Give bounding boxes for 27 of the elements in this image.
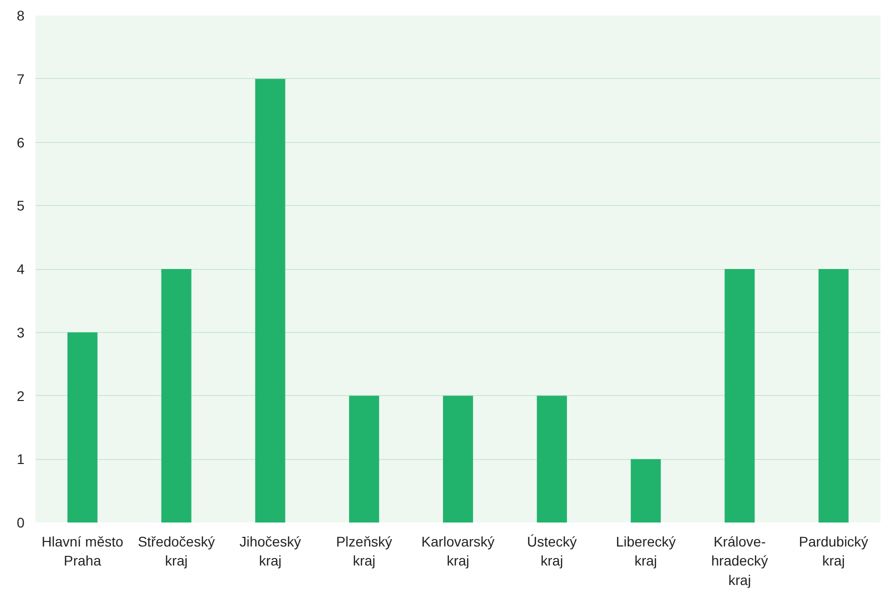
y-tick-label: 5 xyxy=(16,198,25,214)
x-tick-label: Jihočeský kraj xyxy=(239,534,301,569)
y-tick-label: 2 xyxy=(16,388,25,404)
x-tick-label: Králove- hradecký kraj xyxy=(711,534,768,588)
y-tick-label: 1 xyxy=(16,451,25,468)
bar xyxy=(255,78,286,522)
bar xyxy=(630,459,661,522)
bar xyxy=(161,269,192,522)
x-tick-label: Hlavní město Praha xyxy=(42,534,124,569)
y-tick-label: 7 xyxy=(16,70,25,87)
bar xyxy=(724,269,755,522)
x-tick-label: Plzeňský kraj xyxy=(336,534,392,569)
x-tick-label: Středočeský kraj xyxy=(138,534,215,569)
bar xyxy=(818,269,849,522)
bar xyxy=(442,396,474,522)
x-tick-label: Pardubický kraj xyxy=(798,534,868,569)
y-tick-label: 3 xyxy=(16,324,25,340)
y-tick-label: 8 xyxy=(16,8,25,24)
x-tick-label: Karlovarský kraj xyxy=(421,534,495,569)
y-tick-label: 0 xyxy=(16,514,25,530)
x-tick-label: Ústecký kraj xyxy=(526,534,577,569)
bar xyxy=(536,396,567,522)
bar xyxy=(349,396,380,522)
y-tick-label: 4 xyxy=(16,261,25,277)
x-tick-label: Liberecký kraj xyxy=(616,534,676,569)
y-tick-label: 6 xyxy=(16,134,25,150)
bar xyxy=(67,332,98,522)
